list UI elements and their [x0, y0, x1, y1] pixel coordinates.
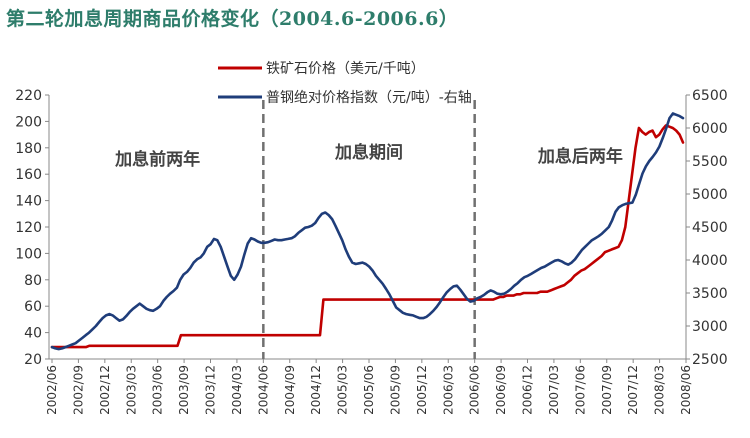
iron-ore-price-line: [50, 124, 685, 349]
left-tick-label: 120: [15, 220, 42, 236]
x-axis: 2002/06 2002/09 2002/12 2003/03 2003/06 2003/…: [45, 358, 693, 415]
period-labels: 加息前两年 加息期间 加息后两年: [114, 142, 623, 170]
legend-label: 铁矿石价格（美元/千吨）: [266, 61, 425, 77]
x-tick-label: 2006/12: [521, 365, 535, 415]
x-tick-label: 2003/09: [177, 365, 191, 415]
x-tick-label: 2008/06: [679, 365, 693, 415]
x-tick-label: 2005/06: [362, 365, 376, 415]
x-tick-label: 2008/03: [653, 365, 667, 415]
x-tick-label: 2005/09: [388, 365, 402, 415]
period-dividers: [262, 100, 476, 359]
x-tick-label: 2007/06: [573, 365, 587, 415]
x-tick-label: 2006/09: [494, 365, 508, 415]
right-y-axis: 2500 3000 3500 4000 4500 5000 5500 6000 6500: [685, 88, 728, 368]
legend: 铁矿石价格（美元/千吨） 普钢绝对价格指数（元/吨）-右轴: [218, 61, 472, 106]
period-label: 加息前两年: [114, 149, 200, 170]
x-tick-label: 2003/12: [204, 365, 218, 415]
period-label: 加息期间: [334, 142, 403, 163]
left-tick-label: 220: [15, 88, 42, 104]
left-tick-label: 160: [15, 167, 42, 183]
x-tick-label: 2006/06: [468, 365, 482, 415]
x-tick-label: 2002/12: [98, 365, 112, 415]
left-tick-label: 180: [15, 141, 42, 157]
right-tick-label: 5500: [692, 154, 728, 170]
x-tick-label: 2003/03: [124, 365, 138, 415]
right-tick-label: 6000: [692, 121, 728, 137]
left-tick-label: 20: [24, 352, 42, 368]
right-tick-label: 2500: [692, 352, 728, 368]
left-tick-label: 40: [24, 326, 42, 342]
right-tick-label: 4500: [692, 220, 728, 236]
right-tick-label: 3000: [692, 319, 728, 335]
x-tick-label: 2006/03: [441, 365, 455, 415]
steel-price-index-line: [50, 112, 685, 351]
x-tick-label: 2005/12: [415, 365, 429, 415]
x-tick-label: 2002/06: [45, 365, 59, 415]
x-tick-label: 2007/03: [547, 365, 561, 415]
x-tick-label: 2004/09: [283, 365, 297, 415]
left-tick-label: 140: [15, 194, 42, 210]
left-y-axis: 20 40 60 80 100 120 140 160 180 200 220: [15, 88, 50, 368]
x-tick-label: 2004/12: [309, 365, 323, 415]
x-tick-label: 2003/06: [151, 365, 165, 415]
left-tick-label: 80: [24, 273, 42, 289]
period-label: 加息后两年: [537, 146, 623, 167]
x-tick-label: 2004/06: [256, 365, 270, 415]
chart-title: 第二轮加息周期商品价格变化（2004.6-2006.6）: [6, 8, 459, 30]
x-tick-label: 2005/03: [336, 365, 350, 415]
series-lines: [50, 112, 685, 351]
x-tick-label: 2002/09: [71, 365, 85, 415]
right-tick-label: 6500: [692, 88, 728, 104]
right-tick-label: 5000: [692, 187, 728, 203]
legend-label: 普钢绝对价格指数（元/吨）-右轴: [266, 90, 472, 106]
right-tick-label: 4000: [692, 253, 728, 269]
right-tick-label: 3500: [692, 286, 728, 302]
x-tick-label: 2007/09: [600, 365, 614, 415]
left-tick-label: 200: [15, 114, 42, 130]
x-tick-label: 2007/12: [626, 365, 640, 415]
left-tick-label: 100: [15, 246, 42, 262]
left-tick-label: 60: [24, 299, 42, 315]
x-tick-label: 2004/03: [230, 365, 244, 415]
